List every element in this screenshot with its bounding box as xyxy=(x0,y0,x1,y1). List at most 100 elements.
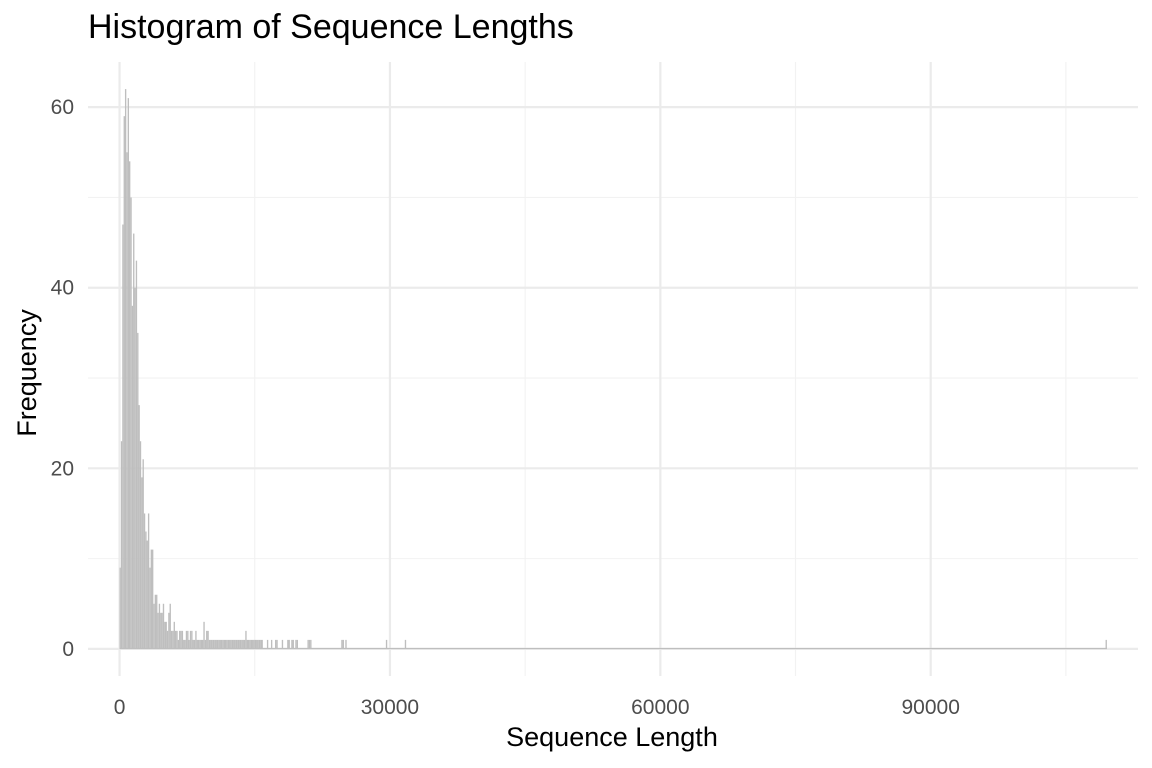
y-tick-label: 20 xyxy=(51,457,74,480)
histogram-bar xyxy=(200,639,203,649)
histogram-bar xyxy=(196,639,198,649)
x-tick-label: 30000 xyxy=(361,696,419,719)
histogram-bar xyxy=(195,630,197,649)
minor-gridlines xyxy=(88,62,1138,676)
histogram-bar xyxy=(188,639,190,649)
histogram-bar xyxy=(224,639,227,649)
histogram-bar xyxy=(139,441,142,649)
histogram-bar xyxy=(226,639,228,649)
histogram-bar xyxy=(134,287,136,649)
histogram-bar xyxy=(138,405,140,649)
histogram-bar xyxy=(261,639,263,649)
histogram-bar xyxy=(211,639,213,649)
y-tick-label: 60 xyxy=(51,96,74,119)
histogram-bar xyxy=(187,630,189,649)
histogram-bar xyxy=(257,639,259,649)
y-axis-ticks: 0 20 40 60 xyxy=(51,96,74,661)
histogram-bar xyxy=(164,621,166,649)
histogram-bar xyxy=(215,639,217,649)
histogram-bar xyxy=(169,603,171,649)
histogram-bar xyxy=(243,639,246,649)
histogram-bar xyxy=(222,639,224,649)
histogram-bar xyxy=(154,594,157,649)
histogram-bar xyxy=(156,594,158,649)
histogram-bar xyxy=(120,441,123,649)
histogram-bar xyxy=(247,639,250,649)
histogram-bar xyxy=(147,513,150,649)
histogram-bar xyxy=(218,639,220,649)
histogram-baseline xyxy=(119,647,1107,650)
histogram-bar xyxy=(230,639,232,649)
histogram-bar xyxy=(210,639,212,649)
x-tick-label: 60000 xyxy=(631,696,689,719)
histogram-bar xyxy=(197,639,200,649)
y-axis-label: Frequency xyxy=(12,309,42,437)
histogram-bar xyxy=(237,639,239,649)
histogram-bar xyxy=(176,630,178,649)
histogram-bar xyxy=(276,639,278,649)
histogram-bar xyxy=(124,89,127,649)
histogram-bar xyxy=(404,639,407,649)
histogram-bar xyxy=(131,305,134,649)
histogram-bar xyxy=(158,603,161,649)
histogram-bar xyxy=(137,332,139,649)
histogram-bar xyxy=(150,549,152,649)
chart-title: Histogram of Sequence Lengths xyxy=(88,8,574,46)
histogram-bar xyxy=(204,639,207,649)
histogram-bar xyxy=(165,621,167,649)
histogram-bar xyxy=(1105,639,1107,649)
histogram-bar xyxy=(256,639,258,649)
histogram-bar xyxy=(199,639,201,649)
histogram-bar xyxy=(161,612,163,649)
histogram-bar xyxy=(181,630,184,649)
histogram-bar xyxy=(234,639,236,649)
histogram-bar xyxy=(206,630,208,649)
histogram-bar xyxy=(249,639,251,649)
histogram-bar xyxy=(149,567,151,649)
histogram-bar xyxy=(242,639,244,649)
histogram-bar xyxy=(270,639,273,649)
y-tick-label: 40 xyxy=(51,277,74,300)
histogram-bar xyxy=(231,639,234,649)
histogram-bar xyxy=(174,630,177,649)
histogram-bar xyxy=(252,639,254,649)
histogram-bar xyxy=(385,639,388,649)
histogram-bar xyxy=(119,567,121,649)
x-axis-ticks: 0 30000 60000 90000 xyxy=(114,696,960,719)
histogram-bar xyxy=(183,639,185,649)
histogram-bar xyxy=(191,630,193,649)
histogram-bar xyxy=(342,639,344,649)
histogram-bar xyxy=(160,612,162,649)
x-tick-label: 0 xyxy=(114,696,126,719)
histogram-bar xyxy=(266,639,269,649)
histogram-bar xyxy=(310,639,312,649)
histogram-bar xyxy=(223,639,225,649)
histogram-bar xyxy=(177,639,180,649)
histogram-bar xyxy=(250,639,253,649)
histogram-bar xyxy=(202,639,204,649)
histogram-bar xyxy=(254,639,257,649)
histogram-bar xyxy=(307,639,309,649)
histogram-bar xyxy=(281,639,284,649)
histogram-bar xyxy=(238,639,240,649)
histogram-bar xyxy=(287,639,289,649)
histogram-bar xyxy=(212,639,215,649)
histogram-bar xyxy=(291,639,293,649)
histogram-bar xyxy=(179,630,181,649)
histogram-bar xyxy=(130,197,132,649)
histogram-bar xyxy=(123,116,125,649)
histogram-bar xyxy=(296,639,298,649)
histogram-bar xyxy=(208,639,211,649)
histogram-bar xyxy=(142,459,144,649)
histogram-bar xyxy=(129,161,131,649)
histogram-bar xyxy=(170,630,173,649)
histogram-bar xyxy=(145,531,147,649)
histogram-bar xyxy=(260,639,262,649)
histogram-bar xyxy=(189,630,192,649)
histogram-bar xyxy=(214,639,216,649)
histogram-bar xyxy=(166,630,169,649)
x-axis-label: Sequence Length xyxy=(506,722,718,752)
histogram-bar xyxy=(157,612,159,649)
histogram-bar xyxy=(180,630,182,649)
